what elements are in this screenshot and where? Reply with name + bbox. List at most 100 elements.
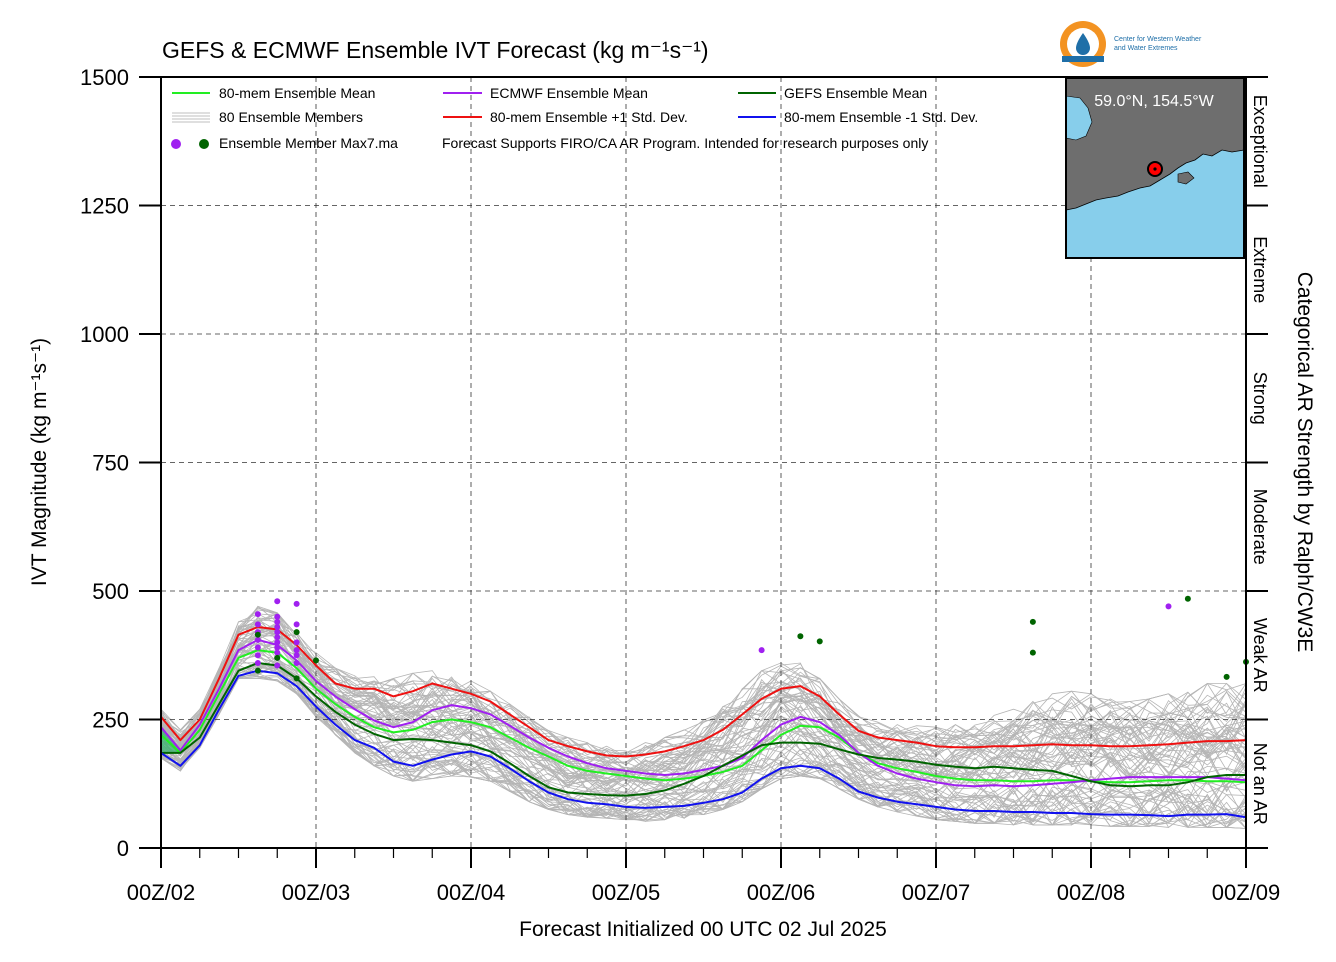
ensemble-member-line	[160, 607, 1247, 759]
max-point-ecmwf	[274, 649, 281, 656]
legend-label-ecmwf: ECMWF Ensemble Mean	[490, 85, 648, 101]
series-line-80-mem-ensemble-1-std-dev-	[160, 669, 1247, 819]
max-point-ecmwf	[274, 644, 281, 651]
max-point-ecmwf	[274, 629, 281, 636]
ensemble-member-line	[160, 631, 1247, 790]
max-point-gefs	[254, 667, 261, 674]
x-tick-label: 00Z/04	[437, 880, 506, 905]
max-point-gefs	[254, 631, 261, 638]
legend-label-plus: 80-mem Ensemble +1 Std. Dev.	[490, 109, 688, 125]
ensemble-member-line	[160, 634, 1247, 793]
y-tick-label: 0	[117, 836, 129, 861]
legend-dot-ecmwf	[171, 139, 181, 149]
category-label: Extreme	[1250, 236, 1270, 303]
ensemble-member-line	[160, 627, 1247, 783]
max-point-gefs	[1223, 673, 1230, 680]
y-tick-label: 500	[92, 579, 129, 604]
max-point-ecmwf	[254, 659, 261, 666]
y-tick-label: 1500	[80, 65, 129, 90]
max-point-ecmwf	[1165, 603, 1172, 610]
right-axis-label: Categorical AR Strength by Ralph/CW3E	[1293, 272, 1316, 653]
category-label: Exceptional	[1250, 95, 1270, 188]
max-point-ecmwf	[274, 618, 281, 625]
cw3e-logo: Center for Western Weather and Water Ext…	[1060, 21, 1202, 67]
ensemble-member-line	[160, 646, 1247, 801]
ensemble-member-line	[160, 664, 1247, 826]
ensemble-member-line	[160, 634, 1247, 787]
inset-map: 59.0°N, 154.5°W	[1065, 77, 1245, 259]
series-line-gefs-ensemble-mean	[161, 662, 1246, 797]
x-tick-label: 00Z/06	[747, 880, 816, 905]
x-axis-label: Forecast Initialized 00 UTC 02 Jul 2025	[519, 918, 887, 941]
max-point-gefs	[816, 638, 823, 645]
inset-land-north	[1065, 95, 1093, 141]
ensemble-member-line	[160, 628, 1247, 785]
max-point-gefs	[1184, 595, 1191, 602]
x-tick-label: 00Z/05	[592, 880, 661, 905]
x-tick-label: 00Z/03	[282, 880, 351, 905]
legend-label-members: 80 Ensemble Members	[219, 109, 363, 125]
max-point-ecmwf	[293, 639, 300, 646]
chart-title: GEFS & ECMWF Ensemble IVT Forecast (kg m…	[162, 37, 709, 63]
location-marker-center	[1153, 167, 1157, 171]
max-point-gefs	[797, 633, 804, 640]
legend-dot-gefs	[199, 139, 209, 149]
max-point-ecmwf	[254, 644, 261, 651]
y-tick-label: 750	[92, 451, 129, 476]
logo-drop-icon	[1076, 33, 1090, 55]
ensemble-member-line	[160, 666, 1247, 829]
inset-location: 59.0°N, 154.5°W	[1094, 93, 1214, 110]
ensemble-member-line	[160, 627, 1247, 763]
max-point-ecmwf	[254, 652, 261, 659]
max-point-ecmwf	[274, 623, 281, 630]
max-point-ecmwf	[293, 621, 300, 628]
max-point-ecmwf	[274, 598, 281, 605]
ensemble-member-line	[160, 665, 1247, 828]
max-point-ecmwf	[293, 647, 300, 654]
ensemble-member-line	[160, 613, 1247, 766]
max-point-ecmwf	[274, 639, 281, 646]
legend-label-minus: 80-mem Ensemble -1 Std. Dev.	[784, 109, 978, 125]
category-label: Strong	[1250, 372, 1270, 425]
inset-island	[1177, 171, 1195, 185]
ensemble-member-line	[160, 648, 1247, 798]
max-point-gefs	[293, 675, 300, 682]
max-point-ecmwf	[293, 652, 300, 659]
ensemble-member-line	[160, 639, 1247, 784]
max-point-gefs	[293, 629, 300, 636]
series-line-80-mem-ensemble-1-std-dev-	[160, 626, 1247, 758]
x-tick-label: 00Z/02	[127, 880, 196, 905]
logo-waves-icon	[1062, 56, 1104, 62]
ensemble-member-layer	[160, 605, 1247, 829]
max-point-gefs	[313, 657, 319, 664]
legend-label-mean: 80-mem Ensemble Mean	[219, 85, 375, 101]
legend-swatch-members	[172, 112, 210, 123]
x-tick-label: 00Z/09	[1212, 880, 1281, 905]
series-line-ecmwf-ensemble-mean	[160, 638, 1247, 788]
ensemble-member-line	[160, 676, 1247, 828]
y-axis-label: IVT Magnitude (kg m⁻¹s⁻¹)	[28, 338, 51, 586]
axes-layer: 0 250 500 750 1000 1250 1500 00Z/02 00Z/03 00Z/04…	[80, 65, 1280, 905]
series-layer	[160, 626, 1247, 819]
x-tick-label: 00Z/07	[902, 880, 971, 905]
ensemble-member-line	[160, 658, 1247, 823]
ensemble-member-line	[160, 678, 1247, 829]
ensemble-member-line	[160, 675, 1247, 829]
y-tick-label: 250	[92, 708, 129, 733]
y-tick-label: 1000	[80, 322, 129, 347]
max-point-ecmwf	[293, 600, 300, 607]
ensemble-member-line	[160, 666, 1247, 826]
ensemble-member-line	[160, 655, 1247, 820]
max-point-ecmwf	[274, 634, 281, 641]
max-point-gefs	[1029, 618, 1036, 625]
ensemble-member-line	[160, 619, 1247, 772]
ensemble-member-line	[160, 605, 1247, 763]
legend-label-gefs: GEFS Ensemble Mean	[784, 85, 927, 101]
legend-note: Forecast Supports FIRO/CA AR Program. In…	[442, 135, 928, 151]
max-point-ecmwf	[254, 611, 261, 618]
max-point-gefs	[274, 654, 281, 661]
max-point-ecmwf	[254, 621, 261, 628]
ensemble-member-line	[160, 663, 1247, 827]
max-point-ecmwf	[254, 636, 261, 643]
